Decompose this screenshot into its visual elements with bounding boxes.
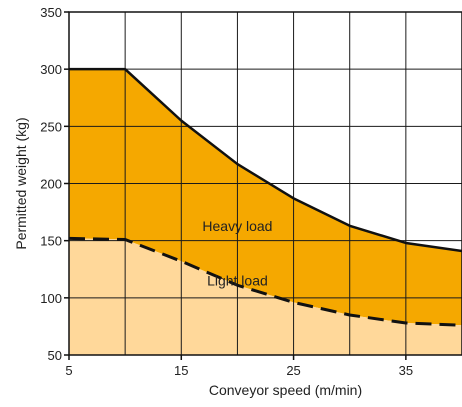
y-tick-label: 250 — [40, 119, 62, 134]
y-tick-label: 150 — [40, 234, 62, 249]
light-load-area — [69, 238, 462, 355]
area-layer — [69, 69, 462, 355]
tick-label-layer: 50 100 150 200 250 300 350 5 15 25 35 — [40, 5, 413, 378]
x-tick-label: 25 — [286, 363, 300, 378]
y-axis-label: Permitted weight (kg) — [13, 117, 29, 249]
y-tick-label: 200 — [40, 177, 62, 192]
y-tick-label: 300 — [40, 62, 62, 77]
y-tick-label: 100 — [40, 291, 62, 306]
x-tick-label: 35 — [399, 363, 413, 378]
x-tick-label: 15 — [174, 363, 188, 378]
heavy-load-line — [69, 67, 462, 253]
heavy-load-label: Heavy load — [202, 218, 272, 234]
x-tick-label: 5 — [65, 363, 72, 378]
heavy-load-area — [69, 69, 462, 326]
light-load-line — [68, 236, 462, 327]
x-axis-label: Conveyor speed (m/min) — [209, 382, 362, 398]
light-load-label: Light load — [207, 273, 268, 289]
y-tick-label: 350 — [40, 5, 62, 20]
series-line-layer — [68, 67, 462, 327]
y-tick-label: 50 — [48, 348, 62, 363]
